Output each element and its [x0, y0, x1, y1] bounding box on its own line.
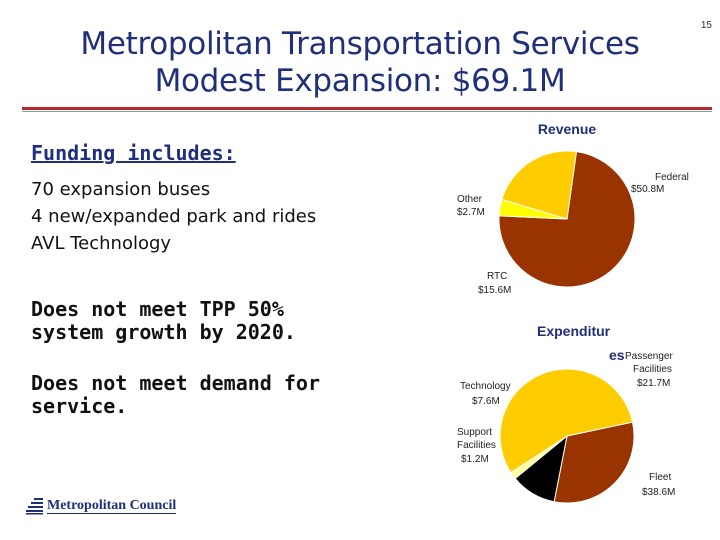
- note-tpp-growth: Does not meet TPP 50% system growth by 2…: [31, 298, 296, 344]
- expend-value-passenger: $21.7M: [637, 378, 670, 389]
- note-line: Does not meet TPP 50%: [31, 297, 284, 321]
- pie-charts: Revenue Federal $50.8M Other $2.7M RTC $…: [457, 121, 689, 504]
- slide-number: 15: [700, 20, 712, 31]
- note-line: system growth by 2020.: [31, 320, 296, 344]
- funding-list: 70 expansion buses 4 new/expanded park a…: [31, 176, 316, 257]
- pie-slice-rtc: [501, 150, 578, 220]
- title-divider: [22, 107, 712, 110]
- expenditures-pie: [499, 368, 635, 504]
- expend-label-passenger-2: Facilities: [633, 364, 672, 375]
- funding-item: 70 expansion buses: [31, 179, 211, 200]
- expend-label-support: Support: [457, 427, 492, 438]
- revenue-value-other: $2.7M: [457, 207, 485, 218]
- revenue-value-rtc: $15.6M: [478, 285, 511, 296]
- expend-value-support: $1.2M: [461, 454, 489, 465]
- revenue-label-other: Other: [457, 194, 483, 205]
- expend-label-fleet: Fleet: [649, 472, 671, 483]
- revenue-label-rtc: RTC: [487, 271, 507, 282]
- note-line: Does not meet demand for: [31, 371, 320, 395]
- funding-item: AVL Technology: [31, 233, 172, 254]
- expend-label-passenger: Passenger: [625, 351, 673, 362]
- title-line-2: Modest Expansion: $69.1M: [154, 63, 566, 99]
- expenditures-chart-title: Expenditur: [537, 323, 611, 339]
- revenue-label-federal: Federal: [655, 172, 689, 183]
- expend-label-technology: Technology: [460, 381, 511, 392]
- logo-text: Metropolitan Council: [47, 497, 177, 514]
- pie-slice-passenger-facilities: [553, 421, 635, 504]
- pie-slice-fleet: [499, 368, 634, 474]
- title-divider-shadow: [22, 111, 712, 112]
- metropolitan-council-logo-icon: [26, 498, 43, 515]
- funding-heading: Funding includes:: [31, 141, 236, 165]
- metropolitan-council-logo: Metropolitan Council: [26, 497, 177, 515]
- expend-value-fleet: $38.6M: [642, 487, 675, 498]
- slide-title: Metropolitan Transportation Services Mod…: [0, 26, 720, 100]
- revenue-chart-title: Revenue: [538, 121, 597, 137]
- note-demand: Does not meet demand for service.: [31, 372, 320, 418]
- expenditures-chart-title-2: es: [609, 347, 625, 363]
- revenue-value-federal: $50.8M: [631, 184, 664, 195]
- funding-item: 4 new/expanded park and rides: [31, 206, 317, 227]
- revenue-pie: [498, 150, 636, 288]
- expend-label-support-2: Facilities: [457, 440, 496, 451]
- note-line: service.: [31, 394, 128, 418]
- title-line-1: Metropolitan Transportation Services: [80, 26, 640, 62]
- expend-value-technology: $7.6M: [472, 396, 500, 407]
